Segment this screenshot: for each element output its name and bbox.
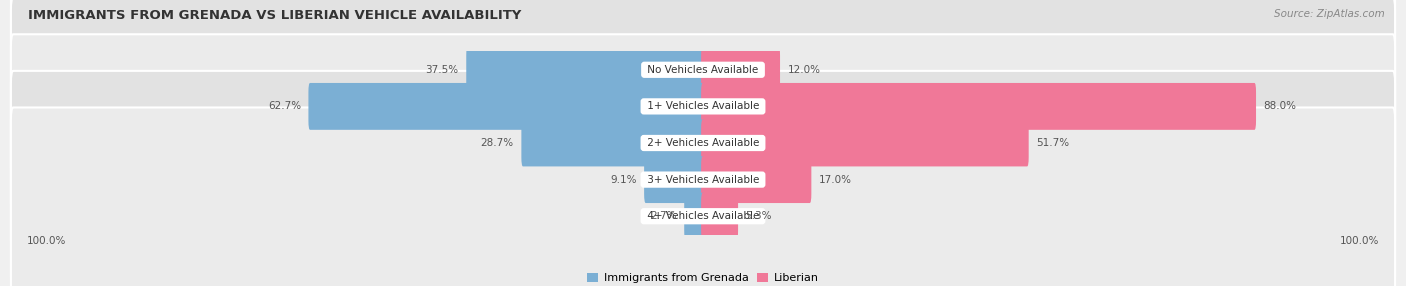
FancyBboxPatch shape <box>702 46 780 93</box>
Text: 28.7%: 28.7% <box>481 138 513 148</box>
FancyBboxPatch shape <box>467 46 704 93</box>
Text: 51.7%: 51.7% <box>1036 138 1070 148</box>
Text: 100.0%: 100.0% <box>27 236 66 246</box>
FancyBboxPatch shape <box>11 108 1395 286</box>
Text: 100.0%: 100.0% <box>1340 236 1379 246</box>
FancyBboxPatch shape <box>308 83 704 130</box>
Text: 4+ Vehicles Available: 4+ Vehicles Available <box>644 211 762 221</box>
Text: 88.0%: 88.0% <box>1264 102 1296 111</box>
Text: 2+ Vehicles Available: 2+ Vehicles Available <box>644 138 762 148</box>
Text: 37.5%: 37.5% <box>426 65 458 75</box>
Text: 9.1%: 9.1% <box>610 175 637 184</box>
FancyBboxPatch shape <box>522 120 704 166</box>
Text: 2.7%: 2.7% <box>650 211 676 221</box>
Text: 62.7%: 62.7% <box>267 102 301 111</box>
FancyBboxPatch shape <box>11 34 1395 252</box>
Text: 1+ Vehicles Available: 1+ Vehicles Available <box>644 102 762 111</box>
FancyBboxPatch shape <box>702 83 1256 130</box>
Text: 12.0%: 12.0% <box>787 65 821 75</box>
FancyBboxPatch shape <box>702 156 811 203</box>
Text: IMMIGRANTS FROM GRENADA VS LIBERIAN VEHICLE AVAILABILITY: IMMIGRANTS FROM GRENADA VS LIBERIAN VEHI… <box>28 9 522 21</box>
FancyBboxPatch shape <box>11 0 1395 215</box>
FancyBboxPatch shape <box>702 120 1029 166</box>
Legend: Immigrants from Grenada, Liberian: Immigrants from Grenada, Liberian <box>582 268 824 286</box>
Text: 5.3%: 5.3% <box>745 211 772 221</box>
FancyBboxPatch shape <box>11 71 1395 286</box>
Text: Source: ZipAtlas.com: Source: ZipAtlas.com <box>1274 9 1385 19</box>
FancyBboxPatch shape <box>702 193 738 240</box>
FancyBboxPatch shape <box>11 0 1395 178</box>
Text: 17.0%: 17.0% <box>818 175 852 184</box>
FancyBboxPatch shape <box>685 193 704 240</box>
FancyBboxPatch shape <box>644 156 704 203</box>
Text: 3+ Vehicles Available: 3+ Vehicles Available <box>644 175 762 184</box>
Text: No Vehicles Available: No Vehicles Available <box>644 65 762 75</box>
